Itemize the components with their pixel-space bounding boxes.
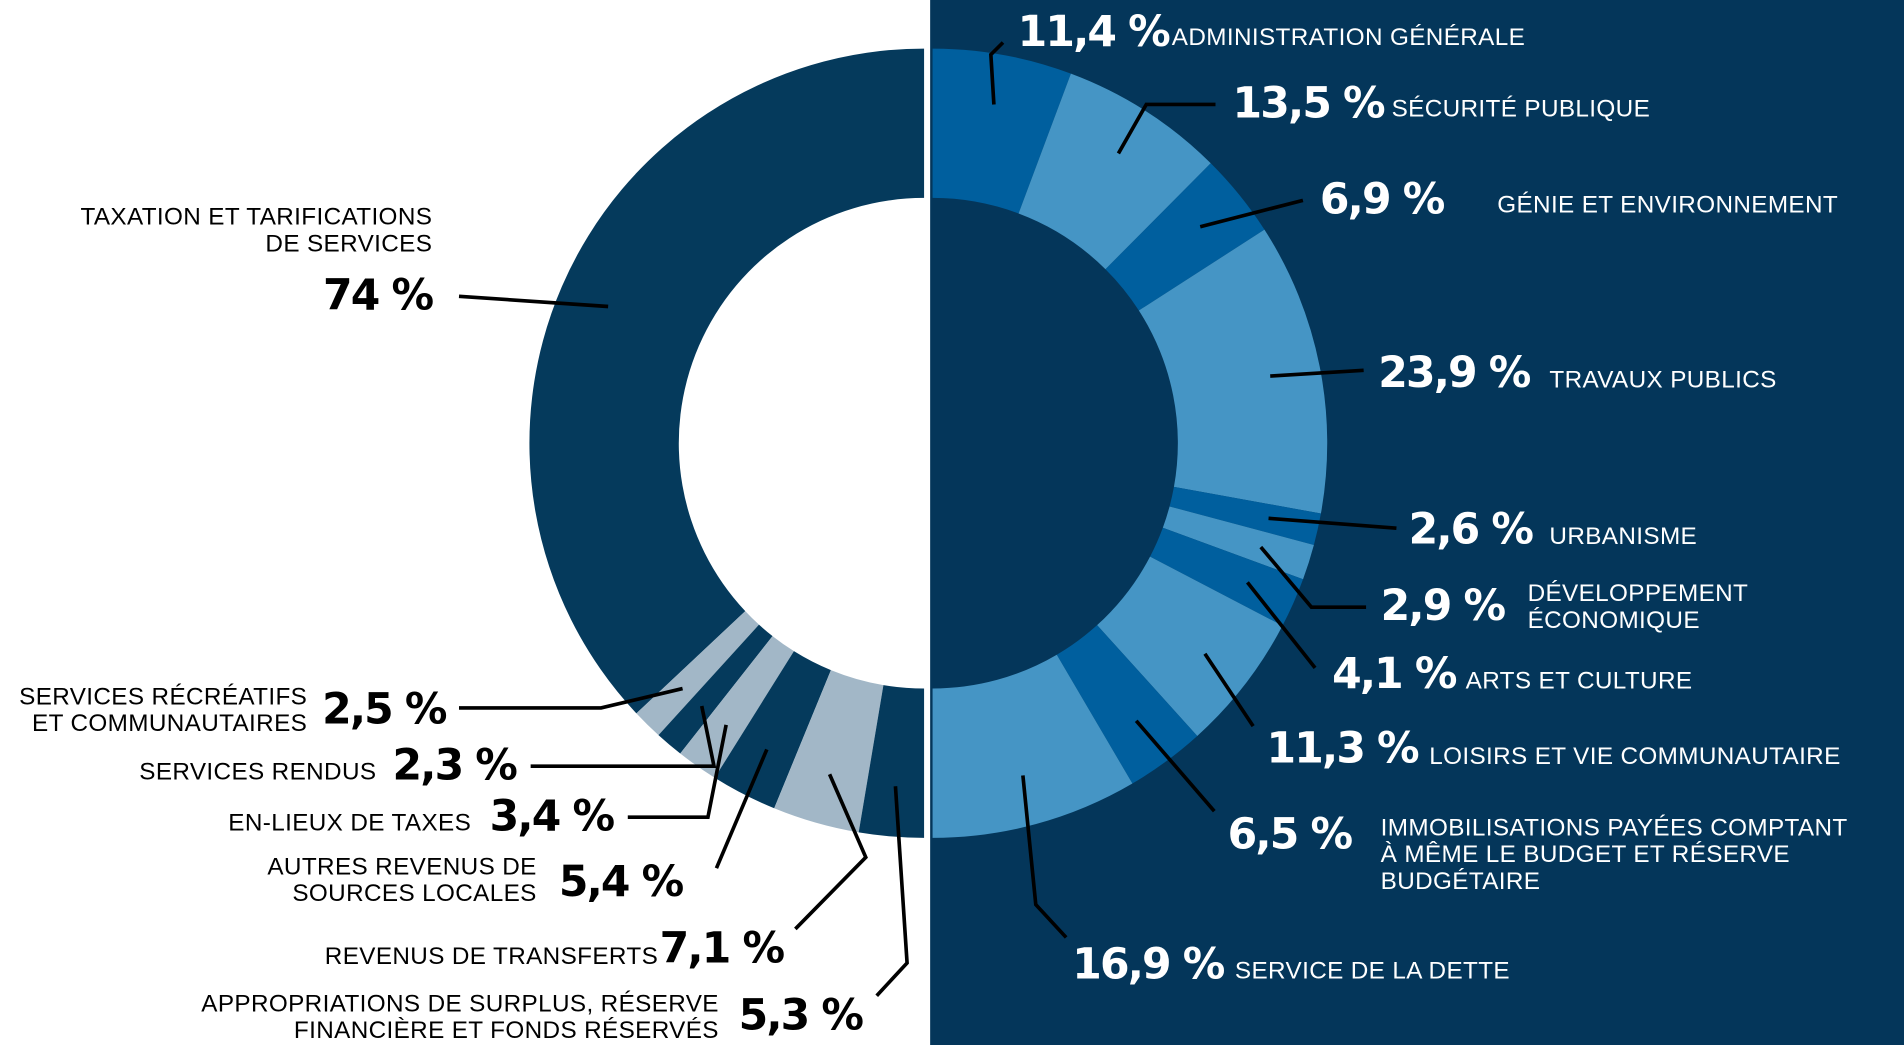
leader-line <box>1199 198 1304 229</box>
value-label: 3,4 % <box>489 792 615 842</box>
value-label: 7,1 % <box>659 924 785 974</box>
value-label: 2,9 % <box>1380 582 1506 632</box>
category-label: SERVICES RENDUS <box>139 758 377 786</box>
category-label: IMMOBILISATIONS PAYÉES COMPTANT À MÊME L… <box>1380 814 1848 895</box>
category-label: URBANISME <box>1549 523 1698 551</box>
value-label: 16,9 % <box>1072 940 1225 990</box>
leader-line <box>1246 581 1317 669</box>
category-label: TRAVAUX PUBLICS <box>1549 366 1777 394</box>
category-label: REVENUS DE TRANSFERTS <box>324 943 659 971</box>
leader-line <box>875 786 909 997</box>
leader-line <box>627 724 728 820</box>
category-label: GÉNIE ET ENVIRONNEMENT <box>1497 191 1839 219</box>
donut-segment <box>1097 556 1283 736</box>
leader-line <box>1268 516 1397 531</box>
donut-segment <box>1105 163 1265 311</box>
leader-line <box>458 294 609 309</box>
category-label: LOISIRS ET VIE COMMUNAUTAIRE <box>1429 743 1841 770</box>
category-label: ARTS ET CULTURE <box>1465 667 1693 695</box>
leader-line <box>1021 775 1068 939</box>
category-label: DÉVELOPPEMENT ÉCONOMIQUE <box>1527 580 1749 634</box>
donut-segment <box>1018 73 1211 270</box>
leader-line <box>1203 652 1255 728</box>
value-label: 11,4 % <box>1017 8 1171 57</box>
donut-segment <box>1162 506 1314 580</box>
value-label: 2,5 % <box>322 685 447 735</box>
value-label: 11,3 % <box>1266 724 1420 774</box>
donut-segment <box>932 654 1133 838</box>
donut-segment <box>1056 625 1198 784</box>
leader-line <box>794 773 868 931</box>
value-label: 6,9 % <box>1319 175 1445 225</box>
leader-line <box>1259 545 1367 609</box>
value-label: 2,3 % <box>392 741 518 791</box>
value-label: 4,1 % <box>1332 650 1457 700</box>
donut-segment <box>858 685 925 838</box>
value-label: 74 % <box>323 271 434 321</box>
category-label: SERVICE DE LA DETTE <box>1234 958 1510 985</box>
leader-line <box>1270 368 1364 378</box>
value-label: 2,6 % <box>1408 506 1534 555</box>
donut-segment <box>932 48 1071 214</box>
value-label: 5,3 % <box>738 991 864 1041</box>
value-label: 13,5 % <box>1232 79 1386 129</box>
category-label: APPROPRIATIONS DE SURPLUS, RÉSERVE FINAN… <box>201 990 719 1045</box>
donut-segment <box>658 624 773 754</box>
leader-line <box>1116 102 1216 155</box>
category-label: TAXATION ET TARIFICATIONS DE SERVICES <box>80 204 433 258</box>
donut-segment <box>1150 527 1304 626</box>
leader-line <box>459 686 683 710</box>
leader-line <box>530 705 717 769</box>
donut-segment <box>636 611 759 736</box>
donut-segment <box>714 651 831 809</box>
leader-line <box>714 748 769 869</box>
value-label: 6,5 % <box>1227 810 1353 860</box>
category-label: SERVICES RÉCRÉATIFS ET COMMUNAUTAIRES <box>19 683 308 738</box>
donut-segment <box>529 48 925 714</box>
category-label: EN-LIEUX DE TAXES <box>228 809 472 837</box>
donut-segment <box>1169 486 1321 545</box>
category-label: ADMINISTRATION GÉNÉRALE <box>1171 24 1526 52</box>
category-label: SÉCURITÉ PUBLIQUE <box>1391 95 1651 123</box>
leader-line <box>1134 719 1216 813</box>
value-label: 23,9 % <box>1378 349 1531 398</box>
category-label: AUTRES REVENUS DE SOURCES LOCALES <box>267 853 537 908</box>
donut-segment <box>1138 229 1328 514</box>
donut-segment <box>774 670 884 833</box>
value-label: 5,4 % <box>558 858 684 907</box>
leader-line <box>988 41 1005 105</box>
